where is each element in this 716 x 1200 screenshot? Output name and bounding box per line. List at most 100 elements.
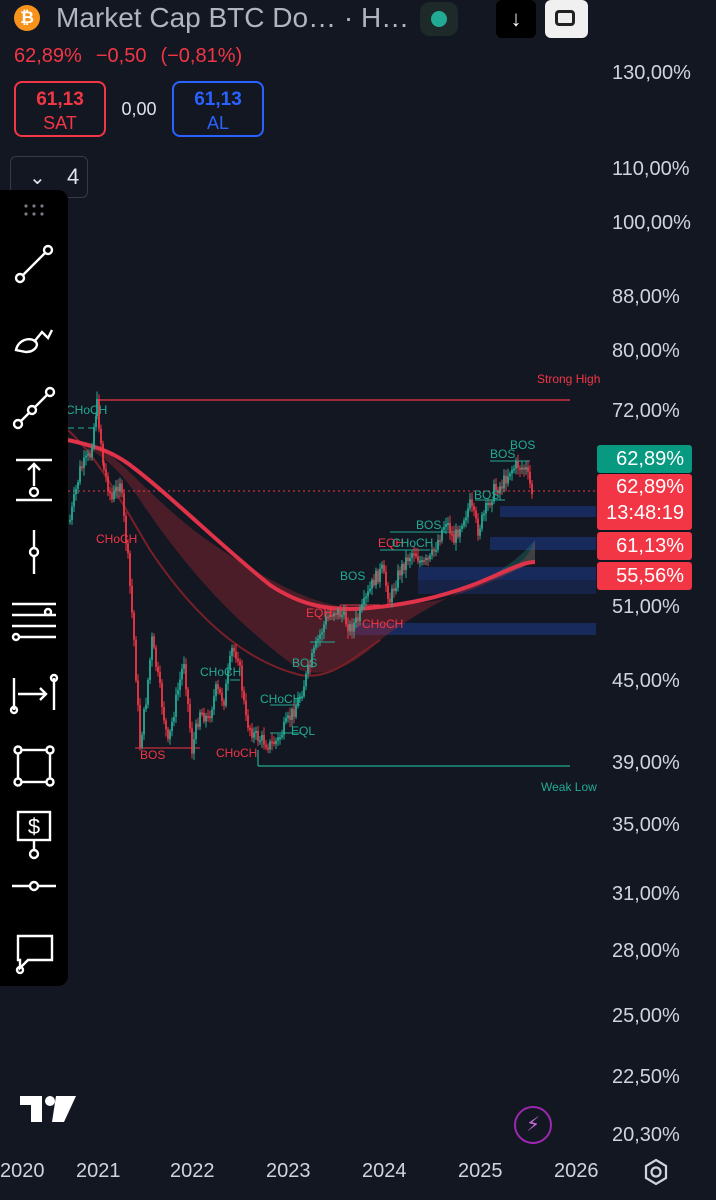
candle-body [327, 616, 329, 619]
candle-body [507, 476, 509, 484]
candle-body [319, 634, 321, 639]
candle-body [279, 737, 281, 740]
candle-body [113, 491, 115, 500]
svg-text:$: $ [28, 814, 40, 839]
candle-body [269, 741, 271, 750]
candle-body [193, 739, 195, 754]
candle-body [237, 658, 239, 662]
candle-body [75, 488, 77, 495]
candle-body [421, 560, 423, 563]
sell-button[interactable]: 61,13 SAT [14, 81, 106, 137]
bitcoin-icon: ₿ [14, 5, 40, 31]
candle-body [265, 744, 267, 748]
candle-body [417, 556, 419, 562]
candle-body [345, 611, 347, 625]
candle-body [495, 483, 497, 490]
callout-icon[interactable] [6, 924, 62, 980]
candle-body [429, 555, 431, 560]
time-tick: 2024 [362, 1160, 407, 1182]
price-range-icon[interactable] [6, 452, 62, 508]
date-range-icon[interactable] [6, 666, 62, 722]
candle-body [487, 502, 489, 505]
candle-body [311, 653, 313, 666]
structure-label: CHoCH [392, 536, 433, 550]
candle-body [325, 616, 327, 625]
price-change-pct: (−0,81%) [160, 45, 243, 67]
candle-body [201, 712, 203, 715]
candle-body [107, 476, 109, 492]
candle-body [203, 712, 205, 722]
candle-body [205, 715, 207, 722]
candle-body [173, 716, 175, 722]
candle-body [185, 664, 187, 690]
candle-body [229, 655, 231, 670]
sell-label: SAT [43, 113, 77, 133]
candle-body [167, 729, 169, 740]
candle-body [165, 720, 167, 730]
candle-body [161, 683, 163, 708]
arrow-down-icon: ↓ [510, 6, 522, 31]
candle-body [189, 704, 191, 729]
symbol-title[interactable]: Market Cap BTC Do… · H… [56, 2, 410, 33]
candle-body [195, 723, 197, 740]
order-block-zone [490, 537, 596, 550]
candle-body [391, 588, 393, 603]
fib-icon[interactable] [6, 594, 62, 650]
market-open-dot-icon [431, 11, 447, 27]
candle-body [413, 553, 415, 556]
candle-body [89, 453, 91, 458]
dollar-icon[interactable]: $ [6, 808, 62, 864]
order-block-zone [350, 623, 596, 635]
candle-body [211, 709, 213, 719]
candle-body [283, 721, 285, 735]
candle-body [251, 728, 253, 738]
candle-body [111, 492, 113, 500]
buy-label: AL [206, 113, 230, 133]
brush-icon[interactable] [6, 308, 62, 364]
path-icon[interactable] [6, 380, 62, 436]
candle-body [461, 525, 463, 530]
candle-body [227, 669, 229, 684]
candle-body [247, 715, 249, 728]
rectangle-icon[interactable] [6, 738, 62, 794]
horizontal-ray-icon[interactable] [6, 858, 62, 914]
drag-handle-icon[interactable] [22, 202, 46, 218]
download-button[interactable]: ↓ [496, 0, 536, 38]
buy-button[interactable]: 61,13 AL [172, 81, 264, 137]
candle-body [509, 473, 511, 477]
candle-body [147, 679, 149, 705]
candle-body [383, 564, 385, 572]
candle-body [299, 696, 301, 699]
candle-body [355, 617, 357, 623]
candle-body [453, 533, 455, 543]
candle-body [151, 636, 153, 660]
candle-body [177, 689, 179, 695]
candle-body [219, 689, 221, 693]
candle-body [95, 415, 97, 428]
candle-body [93, 427, 95, 448]
trend-line-icon[interactable] [6, 236, 62, 292]
candle-body [365, 596, 367, 599]
settings-gear-icon[interactable] [642, 1158, 670, 1186]
candle-body [183, 664, 185, 669]
candle-body [521, 467, 523, 470]
fullscreen-button[interactable] [545, 0, 588, 38]
candle-body [209, 716, 211, 719]
time-tick: 2020 [0, 1160, 45, 1182]
candle-body [375, 570, 377, 586]
candle-body [343, 611, 345, 615]
market-status-button[interactable] [420, 2, 458, 36]
candle-body [411, 553, 413, 558]
candle-body [133, 612, 135, 640]
candle-body [225, 683, 227, 706]
price-tick: 80,00% [612, 340, 680, 362]
candle-body [119, 483, 121, 492]
candle-body [331, 614, 333, 617]
cross-line-icon[interactable] [6, 524, 62, 580]
bar-countdown: 13:48:19 [606, 502, 684, 524]
flash-icon[interactable]: ⚡ [514, 1106, 552, 1144]
price-tag-green: 62,89% [597, 445, 692, 473]
candle-body [103, 462, 105, 470]
candle-body [525, 467, 527, 470]
